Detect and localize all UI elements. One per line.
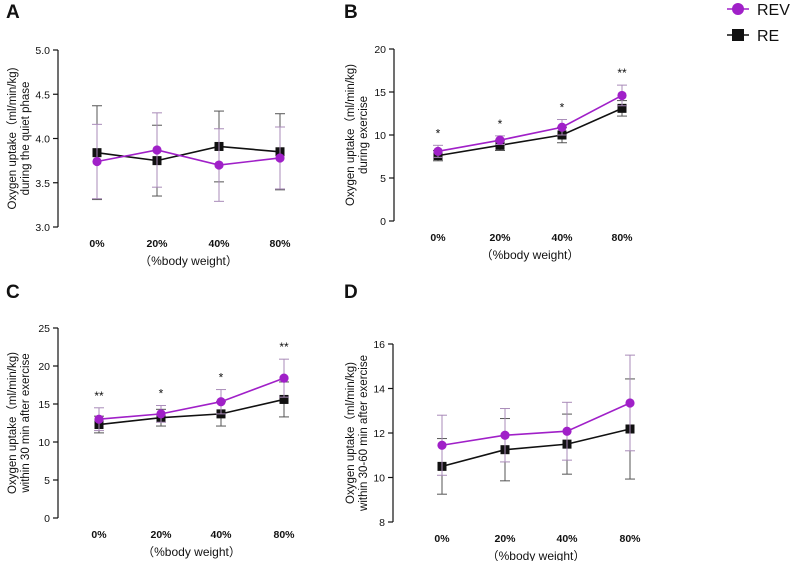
data-point-rev [156, 409, 166, 419]
y-tick-label: 4.5 [35, 89, 50, 101]
series-line-re [441, 428, 631, 468]
x-tick-label: 20% [150, 529, 172, 541]
data-point-rev [617, 90, 627, 101]
y-axis-label: Oxygen uptake（ml/min/kg) [6, 352, 19, 494]
data-point-rev [152, 145, 162, 155]
data-point-rev [625, 398, 635, 408]
data-point-rev [94, 414, 104, 424]
x-axis-label: （%body weight） [481, 248, 580, 262]
x-axis-label: （%body weight） [139, 254, 238, 268]
significance-marker: * [498, 117, 503, 131]
legend: REV RE [727, 2, 790, 45]
panel-label: C [6, 282, 20, 303]
x-tick-label: 80% [619, 533, 641, 545]
data-point-rev [214, 160, 224, 170]
panel-label: B [344, 2, 358, 23]
x-axis-label: （%body weight） [487, 549, 586, 561]
legend-rev-marker [732, 3, 744, 15]
series-line-rev [437, 94, 623, 153]
series-line-re [96, 145, 281, 162]
x-axis-label: （%body weight） [142, 545, 241, 559]
data-point-re [279, 394, 289, 404]
x-tick-label: 20% [146, 238, 168, 250]
data-point-rev [92, 156, 102, 167]
x-tick-label: 80% [269, 238, 291, 250]
legend-rev-label: REV [757, 2, 790, 19]
y-axis-label: within 30 min after exercise [20, 353, 32, 493]
significance-marker: ** [279, 340, 289, 354]
y-tick-label: 0 [44, 513, 50, 525]
panel-B: B 0 5 10 15 20 Oxygen uptake（ml/min/kg) during … [344, 2, 633, 262]
panel-label: A [6, 2, 20, 23]
y-tick-label: 20 [374, 44, 386, 56]
y-tick-label: 25 [38, 323, 50, 335]
y-tick-label: 5 [44, 475, 50, 487]
y-axis-label: Oxygen uptake（ml/min/kg) [6, 67, 19, 209]
data-point-rev [562, 426, 572, 436]
y-tick-label: 4.0 [35, 134, 50, 146]
y-tick-label: 15 [38, 399, 50, 411]
panel-label: D [344, 282, 358, 303]
series-line-rev [98, 377, 285, 420]
significance-marker: * [436, 126, 441, 140]
x-tick-label: 80% [611, 232, 633, 244]
data-point-re [495, 140, 505, 150]
y-tick-label: 0 [380, 216, 386, 228]
y-axis-label: during exercise [358, 96, 370, 174]
y-axis-label: Oxygen uptake（ml/min/kg) [344, 362, 357, 504]
y-tick-label: 3.5 [35, 178, 50, 190]
y-tick-label: 10 [374, 130, 386, 142]
significance-marker: * [560, 101, 565, 115]
series-line-re [98, 398, 285, 426]
panel-D: D 8 10 12 14 16 Oxygen uptake（ml/min/kg) within… [344, 282, 641, 561]
data-point-rev [279, 373, 289, 383]
y-tick-label: 12 [373, 428, 385, 440]
y-tick-label: 20 [38, 361, 50, 373]
x-tick-label: 40% [208, 238, 230, 250]
x-tick-label: 0% [91, 529, 107, 541]
x-tick-label: 20% [494, 533, 516, 545]
y-tick-label: 15 [374, 87, 386, 99]
x-tick-label: 20% [489, 232, 511, 244]
x-tick-label: 40% [210, 529, 232, 541]
legend-re-label: RE [757, 28, 779, 45]
y-tick-label: 14 [373, 384, 385, 396]
y-tick-label: 10 [38, 437, 50, 449]
x-tick-label: 40% [556, 533, 578, 545]
y-tick-label: 10 [373, 473, 385, 485]
y-axis-label: during the quiet phase [20, 82, 32, 196]
x-tick-label: 40% [551, 232, 573, 244]
panel-C: C 0 5 10 15 20 25 Oxygen uptake（ml/min/kg) withi… [6, 282, 295, 559]
data-point-rev [495, 135, 505, 145]
x-tick-label: 0% [434, 533, 450, 545]
y-axis-label: within 30-60 min after exercise [358, 355, 370, 512]
legend-re-marker [732, 29, 744, 41]
y-tick-label: 16 [373, 339, 385, 351]
data-point-rev [433, 146, 443, 156]
y-tick-label: 3.0 [35, 222, 50, 234]
x-tick-label: 80% [273, 529, 295, 541]
y-tick-label: 8 [379, 517, 385, 529]
x-tick-label: 0% [430, 232, 446, 244]
series-line-re [437, 107, 623, 157]
significance-marker: * [159, 387, 164, 401]
y-axis-label: Oxygen uptake（ml/min/kg) [344, 64, 357, 206]
data-point-rev [437, 440, 447, 450]
y-tick-label: 5 [380, 173, 386, 185]
significance-marker: ** [617, 66, 627, 80]
data-point-rev [557, 122, 567, 132]
x-tick-label: 0% [89, 238, 105, 250]
series-line-rev [441, 402, 631, 447]
y-tick-label: 5.0 [35, 45, 50, 57]
data-point-rev [216, 397, 226, 407]
significance-marker: * [219, 371, 224, 385]
panel-A: A 3.0 3.5 4.0 4.5 5.0 Oxygen uptake（ml/min/kg)… [6, 2, 291, 268]
significance-marker: ** [94, 389, 104, 403]
data-point-rev [275, 153, 285, 163]
data-point-re [617, 103, 627, 113]
series-line-rev [96, 149, 281, 166]
data-point-rev [500, 430, 510, 440]
